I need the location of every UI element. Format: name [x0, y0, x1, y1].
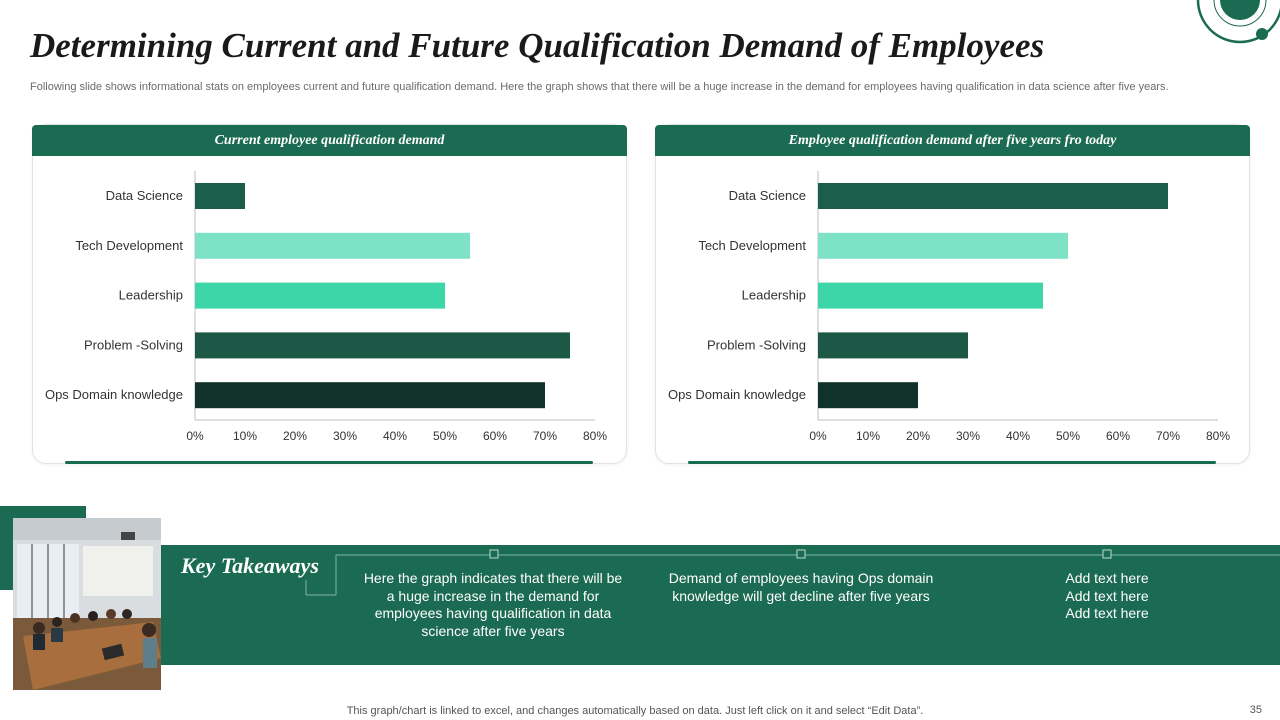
chart-title-future: Employee qualification demand after five… — [655, 125, 1250, 156]
key-takeaways-title: Key Takeaways — [181, 553, 319, 578]
bar-problem-solving[interactable] — [195, 332, 570, 359]
x-tick-label: 50% — [1056, 429, 1080, 443]
category-label: Ops Domain knowledge — [45, 387, 183, 402]
bar-ops-domain-knowledge[interactable] — [818, 382, 918, 409]
logo-circle-icon — [1196, 0, 1280, 44]
x-tick-label: 80% — [583, 429, 607, 443]
category-label: Leadership — [742, 288, 806, 303]
bar-chart-current[interactable]: Data Science Tech Development Leadership Pr… — [33, 125, 626, 463]
x-tick-label: 60% — [483, 429, 507, 443]
x-tick-label: 10% — [233, 429, 257, 443]
bar-ops-domain-knowledge[interactable] — [195, 382, 545, 409]
bar-leadership[interactable] — [195, 282, 445, 309]
category-label: Data Science — [106, 188, 183, 203]
chart-panel-future: Employee qualification demand after five… — [655, 124, 1250, 464]
x-tick-label: 0% — [186, 429, 204, 443]
x-tick-label: 10% — [856, 429, 880, 443]
meeting-photo — [13, 518, 161, 690]
x-tick-label: 40% — [383, 429, 407, 443]
bar-tech-development[interactable] — [195, 232, 470, 259]
slide-title: Determining Current and Future Qualifica… — [30, 26, 1045, 65]
category-label: Problem -Solving — [707, 337, 806, 352]
takeaway-text-2: Demand of employees having Ops domain kn… — [668, 570, 934, 604]
x-tick-label: 0% — [809, 429, 827, 443]
x-tick-label: 60% — [1106, 429, 1130, 443]
category-label: Ops Domain knowledge — [668, 387, 806, 402]
x-tick-label: 20% — [906, 429, 930, 443]
category-label: Tech Development — [698, 238, 806, 253]
category-label: Data Science — [729, 188, 806, 203]
bar-chart-future[interactable]: Data Science Tech Development Leadership Pr… — [656, 125, 1249, 463]
chart-panel-current: Current employee qualification demand Da… — [32, 124, 627, 464]
takeaway-text-3: Add text here Add text here Add text her… — [1065, 570, 1149, 621]
x-tick-label: 70% — [1156, 429, 1180, 443]
takeaways-band — [161, 545, 1280, 665]
panel-underline — [65, 461, 593, 464]
category-label: Tech Development — [75, 238, 183, 253]
x-tick-label: 30% — [333, 429, 357, 443]
bar-data-science[interactable] — [818, 183, 1168, 209]
x-tick-label: 50% — [433, 429, 457, 443]
x-tick-label: 80% — [1206, 429, 1230, 443]
page-number: 35 — [1249, 704, 1262, 716]
footer-note: This graph/chart is linked to excel, and… — [346, 705, 924, 717]
bar-data-science[interactable] — [195, 183, 245, 209]
chart-title-current: Current employee qualification demand — [32, 125, 627, 156]
panel-underline — [688, 461, 1216, 464]
category-label: Leadership — [119, 288, 183, 303]
category-label: Problem -Solving — [84, 337, 183, 352]
x-tick-label: 20% — [283, 429, 307, 443]
takeaway-text-1: Here the graph indicates that there will… — [363, 570, 623, 639]
x-tick-label: 30% — [956, 429, 980, 443]
bar-problem-solving[interactable] — [818, 332, 968, 359]
slide-subtitle: Following slide shows informational stat… — [30, 81, 1169, 93]
bar-tech-development[interactable] — [818, 232, 1068, 259]
x-tick-label: 40% — [1006, 429, 1030, 443]
x-tick-label: 70% — [533, 429, 557, 443]
bar-leadership[interactable] — [818, 282, 1043, 309]
